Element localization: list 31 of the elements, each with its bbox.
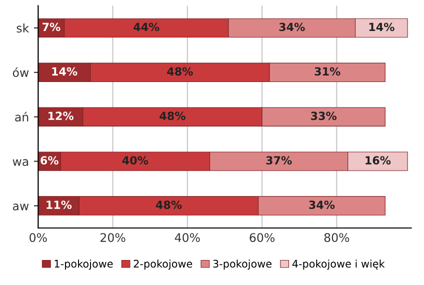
legend-label: 1-pokojowe — [54, 260, 113, 270]
legend-label: 2-pokojowe — [134, 260, 192, 270]
x-tick-label: 20% — [100, 233, 126, 242]
data-label: 44% — [134, 22, 160, 32]
data-label: 14% — [52, 67, 78, 76]
data-label: 33% — [311, 112, 337, 120]
data-label: 48% — [156, 200, 182, 209]
x-tick-label: 40% — [174, 233, 200, 242]
data-label: 48% — [160, 112, 186, 120]
legend-label: 4-pokojowe i więk — [292, 260, 385, 270]
data-label: 34% — [279, 22, 305, 32]
y-tick-label: ów — [12, 67, 29, 78]
data-label: 48% — [167, 67, 193, 76]
data-label: 12% — [48, 112, 74, 120]
x-tick-label: 80% — [324, 233, 350, 242]
y-tick-label: ań — [15, 112, 28, 122]
y-tick-label: sk — [16, 23, 30, 33]
y-tick-label: wa — [12, 159, 28, 166]
data-label: 40% — [122, 156, 148, 165]
data-label: 14% — [369, 22, 394, 32]
data-label: 37% — [266, 156, 292, 165]
legend-label: 3-pokojowe — [213, 260, 272, 270]
y-tick-label: aw — [12, 204, 29, 210]
data-label: 16% — [366, 156, 391, 165]
data-label: 7% — [42, 22, 60, 32]
data-label: 34% — [309, 200, 335, 209]
x-tick-label: 60% — [250, 233, 274, 242]
data-label: 11% — [46, 200, 72, 209]
data-label: 31% — [314, 67, 340, 76]
x-tick-label: 0% — [30, 233, 47, 242]
data-label: 6% — [40, 156, 58, 165]
